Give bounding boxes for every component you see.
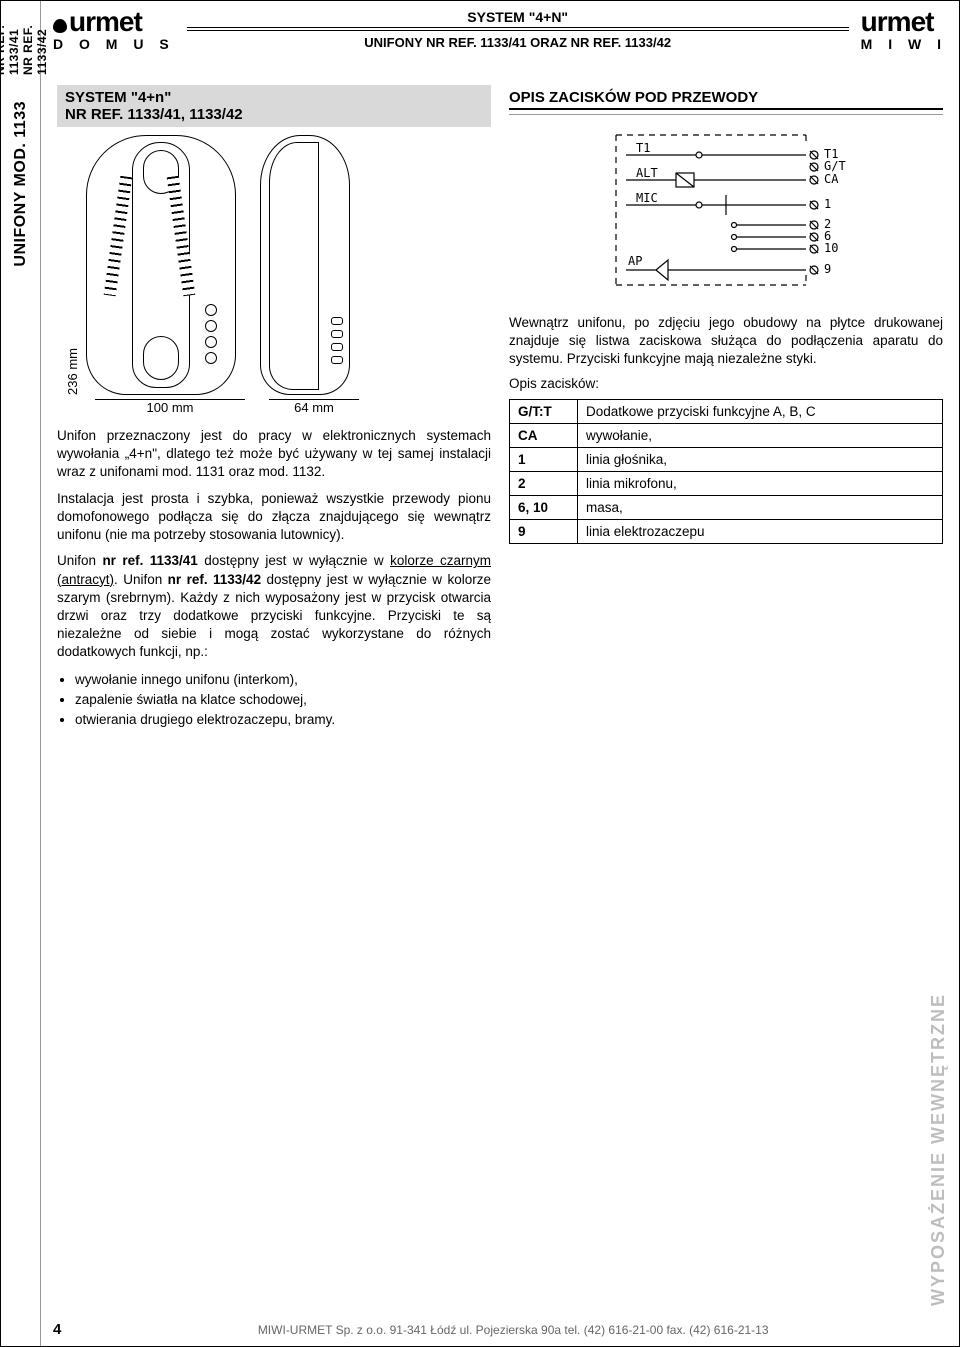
cell-k: G/T:T <box>510 399 578 423</box>
left-column: SYSTEM "4+n" NR REF. 1133/41, 1133/42 23… <box>57 85 491 1346</box>
header-rule <box>187 27 849 31</box>
terminal-schematic: T1 ALT MIC AP T1 G/T CA 1 2 6 10 9 <box>566 125 886 300</box>
cell-v: linia głośnika, <box>578 447 943 471</box>
table-row: 9linia elektrozaczepu <box>510 519 943 543</box>
front-buttons <box>205 304 217 364</box>
rail-ref-1: NR REF. 1133/41 <box>0 25 21 75</box>
logo-left: urmet D O M U S <box>53 9 175 52</box>
left-title-box: SYSTEM "4+n" NR REF. 1133/41, 1133/42 <box>57 85 491 127</box>
cell-v: linia elektrozaczepu <box>578 519 943 543</box>
brand-left-sub: D O M U S <box>53 36 175 52</box>
handset-front-icon <box>86 135 236 395</box>
sch-t1: T1 <box>636 141 650 155</box>
cell-v: Dodatkowe przyciski funkcyjne A, B, C <box>578 399 943 423</box>
schematic-svg-icon: T1 ALT MIC AP T1 G/T CA 1 2 6 10 9 <box>566 125 886 295</box>
cell-v: masa, <box>578 495 943 519</box>
table-row: 2linia mikrofonu, <box>510 471 943 495</box>
dim-width-side: 64 mm <box>269 399 359 415</box>
right-rail-label: WYPOSAŻENIE WEWNĘTRZNE <box>928 993 949 1306</box>
header-sub: UNIFONY NR REF. 1133/41 ORAZ NR REF. 113… <box>187 35 849 50</box>
bullet-1: wywołanie innego unifonu (interkom), <box>75 670 491 690</box>
terminals-table: G/T:TDodatkowe przyciski funkcyjne A, B,… <box>509 399 943 544</box>
sch-alt: ALT <box>636 166 658 180</box>
para-3: Unifon nr ref. 1133/41 dostępny jest w w… <box>57 552 491 661</box>
table-row: 1linia głośnika, <box>510 447 943 471</box>
cell-k: 9 <box>510 519 578 543</box>
logo-blob-icon <box>53 19 67 33</box>
left-title-l2: NR REF. 1133/41, 1133/42 <box>65 106 483 123</box>
right-title-rule <box>509 112 943 115</box>
brand-left: urmet <box>53 9 142 34</box>
table-row: 6, 10masa, <box>510 495 943 519</box>
right-desc: Wewnątrz unifonu, po zdjęciu jego obudow… <box>509 314 943 369</box>
header-title: SYSTEM "4+N" <box>187 9 849 27</box>
table-row: G/T:TDodatkowe przyciski funkcyjne A, B,… <box>510 399 943 423</box>
cell-k: 2 <box>510 471 578 495</box>
p3a: Unifon <box>57 553 102 568</box>
left-rail: NR REF. 1133/41 NR REF. 1133/42 UNIFONY … <box>1 1 41 1346</box>
bullet-3: otwierania drugiego elektrozaczepu, bram… <box>75 710 491 730</box>
main-column: urmet D O M U S SYSTEM "4+N" UNIFONY NR … <box>41 1 959 1346</box>
grill-right-icon <box>167 176 196 297</box>
dim-width-front: 100 mm <box>95 399 245 415</box>
brand-right-text: urmet <box>861 6 934 37</box>
para-2: Instalacja jest prosta i szybka, poniewa… <box>57 490 491 545</box>
rail-bottom: UNIFONY MOD. 1133 <box>12 81 30 1346</box>
logo-right: urmet M I W I <box>861 9 947 52</box>
rail-model: UNIFONY MOD. 1133 <box>12 101 30 267</box>
header-center: SYSTEM "4+N" UNIFONY NR REF. 1133/41 ORA… <box>187 9 849 50</box>
brand-right: urmet <box>861 9 934 34</box>
sch-r-1: 1 <box>824 197 831 211</box>
left-title-l1: SYSTEM "4+n" <box>65 89 483 106</box>
p3e: . Unifon <box>114 572 168 587</box>
product-drawings: 236 mm <box>65 135 491 395</box>
cell-v: linia mikrofonu, <box>578 471 943 495</box>
page-header: urmet D O M U S SYSTEM "4+N" UNIFONY NR … <box>41 1 959 81</box>
sch-r-9: 9 <box>824 262 831 276</box>
p3f: nr ref. 1133/42 <box>168 572 261 587</box>
dim-height: 236 mm <box>65 348 80 395</box>
sch-ap: AP <box>628 254 642 268</box>
sch-r-ca: CA <box>824 172 839 186</box>
page: NR REF. 1133/41 NR REF. 1133/42 UNIFONY … <box>0 0 960 1347</box>
grill-left-icon <box>104 176 133 297</box>
handset-side-icon <box>260 135 350 395</box>
sch-r-10: 10 <box>824 241 838 255</box>
right-column: OPIS ZACISKÓW POD PRZEWODY <box>509 85 943 1346</box>
p3b: nr ref. 1133/41 <box>102 553 197 568</box>
p3c: dostępny jest w wyłącznie w <box>198 553 390 568</box>
sch-r-gt: G/T <box>824 159 846 173</box>
side-buttons <box>331 317 343 364</box>
right-title: OPIS ZACISKÓW POD PRZEWODY <box>509 85 943 110</box>
cell-k: 1 <box>510 447 578 471</box>
content: SYSTEM "4+n" NR REF. 1133/41, 1133/42 23… <box>41 81 959 1346</box>
dim-row: 100 mm 64 mm <box>95 399 491 415</box>
mouthpiece-icon <box>143 336 179 380</box>
cell-v: wywołanie, <box>578 423 943 447</box>
right-desc2: Opis zacisków: <box>509 375 943 393</box>
bullet-2: zapalenie światła na klatce schodowej, <box>75 690 491 710</box>
cell-k: 6, 10 <box>510 495 578 519</box>
brand-right-sub: M I W I <box>861 36 947 52</box>
brand-left-text: urmet <box>69 6 142 37</box>
front-view-block: 236 mm <box>65 135 236 395</box>
bullet-list: wywołanie innego unifonu (interkom), zap… <box>57 670 491 731</box>
rail-top: NR REF. 1133/41 NR REF. 1133/42 <box>0 1 49 81</box>
cell-k: CA <box>510 423 578 447</box>
sch-mic: MIC <box>636 191 658 205</box>
page-number: 4 <box>53 1321 61 1338</box>
para-1: Unifon przeznaczony jest do pracy w elek… <box>57 427 491 482</box>
rail-ref-2: NR REF. 1133/42 <box>21 25 49 75</box>
table-row: CAwywołanie, <box>510 423 943 447</box>
footer-text: MIWI-URMET Sp. z o.o. 91-341 Łódź ul. Po… <box>79 1323 947 1337</box>
footer: 4 MIWI-URMET Sp. z o.o. 91-341 Łódź ul. … <box>53 1321 947 1338</box>
rail-ref-lines: NR REF. 1133/41 NR REF. 1133/42 <box>0 7 49 75</box>
